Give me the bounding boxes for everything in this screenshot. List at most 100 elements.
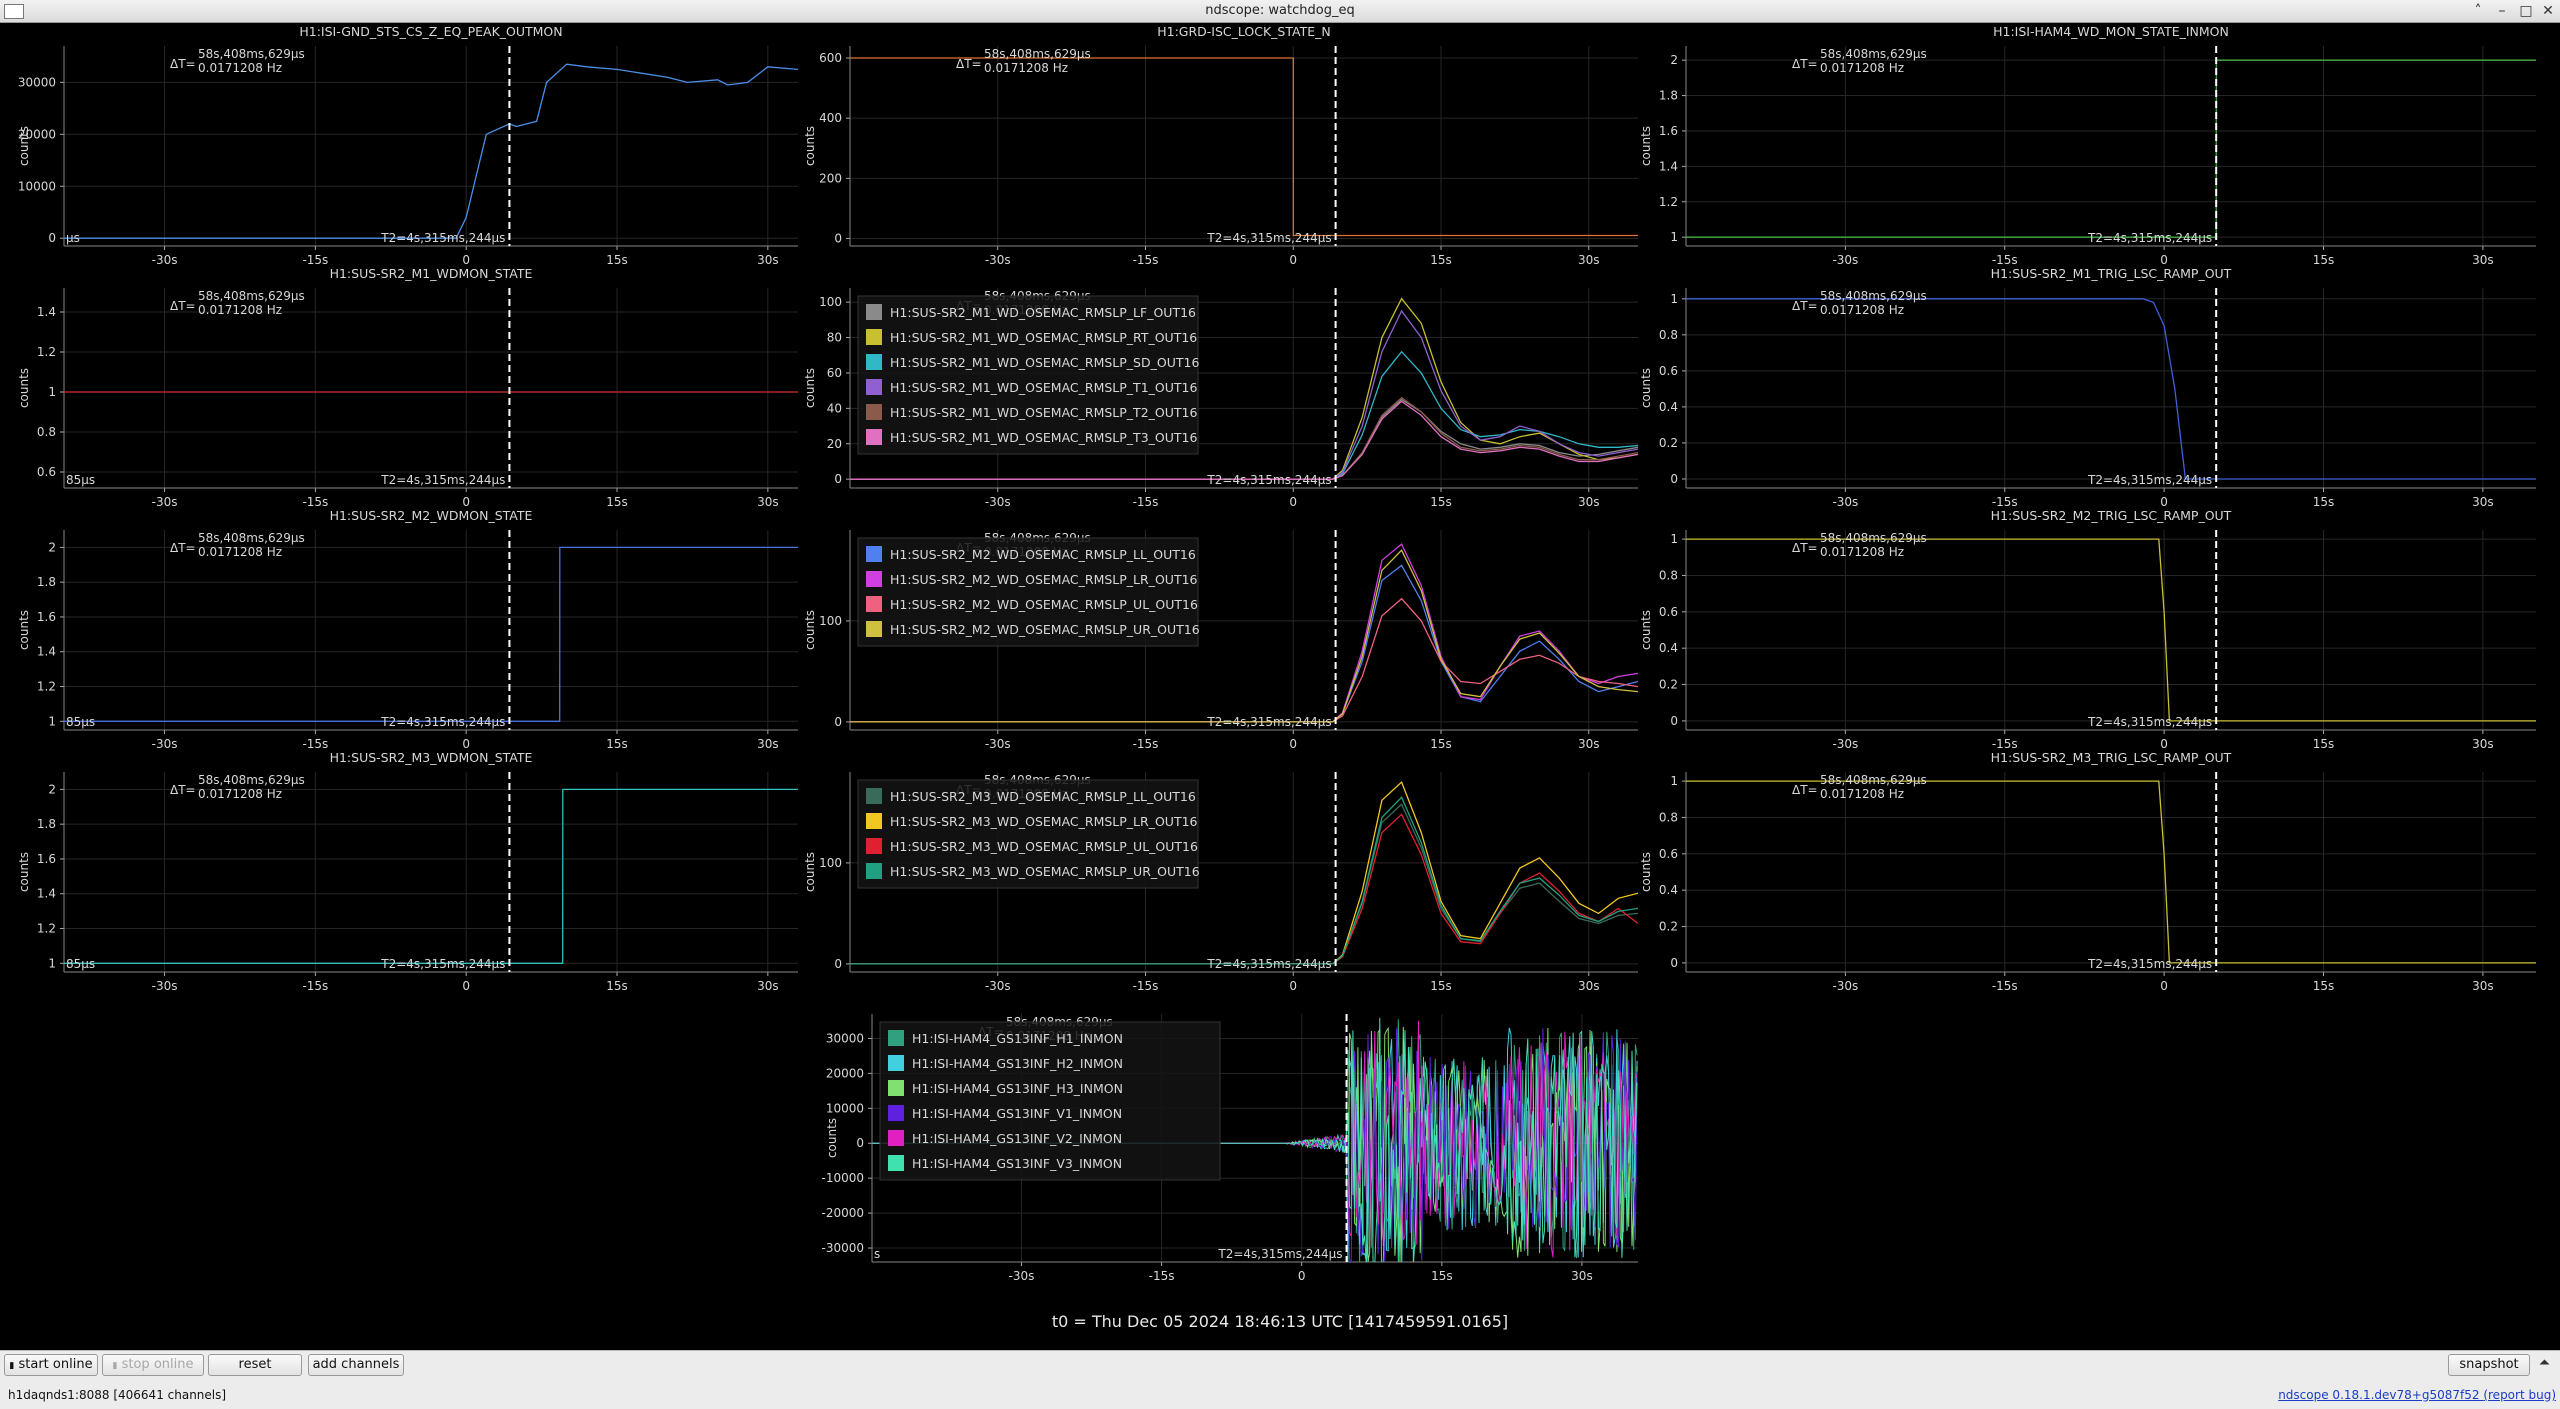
x-tick-label: -30s	[1832, 253, 1858, 267]
legend-swatch	[866, 546, 882, 562]
plot-p21[interactable]: -30s-15s015s30s0100counts58s,408ms,629μs…	[803, 530, 1638, 751]
y-tick-label: 1.2	[37, 345, 56, 359]
y-tick-label: -30000	[821, 1241, 864, 1255]
delta-t-value: 58s,408ms,629μs	[198, 47, 305, 61]
x-tick-label: 15s	[1430, 979, 1452, 993]
y-tick-label: 0.4	[1659, 641, 1678, 655]
t2-label: T2=4s,315ms,244μs	[2087, 231, 2212, 245]
t2-label: T2=4s,315ms,244μs	[2087, 715, 2212, 729]
x-tick-label: 15s	[606, 979, 628, 993]
corner-label: 85μs	[66, 473, 95, 487]
snapshot-button[interactable]: snapshot	[2448, 1354, 2530, 1376]
app-icon	[4, 4, 24, 19]
plot-grid[interactable]: H1:ISI-GND_STS_CS_Z_EQ_PEAK_OUTMON -30s -1…	[0, 22, 2560, 1322]
x-tick-label: 30s	[757, 979, 779, 993]
x-tick-label: 30s	[2472, 737, 2494, 751]
x-tick-label: 15s	[2313, 737, 2335, 751]
plot-p30[interactable]: H1:SUS-SR2_M3_WDMON_STATE -30s -15s 0 15s 30s…	[17, 750, 798, 993]
plot-p41[interactable]: -30s -15s 0 15s 30s -30000 -20000 -10000 0 10000 2…	[821, 1014, 1638, 1283]
x-tick-label: 30s	[757, 737, 779, 751]
x-tick-label: -15s	[1992, 253, 2018, 267]
expand-icon[interactable]: ⏶	[2538, 1355, 2550, 1371]
add-channels-button[interactable]: add channels	[308, 1354, 404, 1376]
x-tick-label: -30s	[1832, 979, 1858, 993]
y-axis-label: counts	[17, 368, 31, 408]
y-tick-label: -10000	[821, 1171, 864, 1185]
legend-swatch	[866, 404, 882, 420]
y-tick-label: 0	[856, 1136, 864, 1150]
plot-p31[interactable]: -30s-15s015s30s0100counts58s,408ms,629μs…	[803, 772, 1638, 993]
corner-label: s	[874, 1247, 880, 1261]
legend: H1:ISI-HAM4_GS13INF_H1_INMON H1:ISI-HAM4_…	[879, 1021, 1221, 1181]
stop-online-button: ▮ stop online	[102, 1354, 204, 1376]
plot-p22[interactable]: H1:SUS-SR2_M2_TRIG_LSC_RAMP_OUT -30s -15s 0…	[1639, 508, 2536, 751]
y-tick-label: 1.4	[37, 305, 56, 319]
reset-button[interactable]: reset	[208, 1354, 302, 1376]
x-tick-label: -15s	[1992, 737, 2018, 751]
x-tick-label: 30s	[757, 253, 779, 267]
delta-t-label: ΔT=	[170, 57, 196, 71]
legend-item: H1:SUS-SR2_M3_WD_OSEMAC_RMSLP_LR_OUT16	[890, 814, 1198, 829]
y-tick-label: 0	[834, 957, 842, 971]
series-line	[64, 788, 798, 964]
legend-swatch	[866, 379, 882, 395]
y-tick-label: 400	[819, 111, 842, 125]
collapse-icon[interactable]: ˄	[2474, 3, 2482, 19]
y-tick-label: 0	[1670, 714, 1678, 728]
series-line	[1686, 59, 2536, 238]
y-tick-label: 0.6	[37, 465, 56, 479]
x-tick-label: 30s	[1571, 1269, 1593, 1283]
y-axis-label: counts	[803, 126, 817, 166]
close-icon[interactable]: ✕	[2542, 3, 2554, 19]
y-tick-label: 1.8	[37, 575, 56, 589]
delta-t-value: 58s,408ms,629μs	[1820, 773, 1927, 787]
legend-swatch	[866, 429, 882, 445]
series-group	[850, 57, 1638, 237]
x-tick-label: -30s	[1832, 737, 1858, 751]
y-tick-label: 40	[827, 401, 842, 415]
delta-t-label: ΔT=	[956, 57, 982, 71]
version-links[interactable]: ndscope 0.18.1.dev78+g5087f52 (report bu…	[2278, 1388, 2556, 1402]
delta-t-value: 58s,408ms,629μs	[198, 289, 305, 303]
y-tick-label: 0.2	[1659, 436, 1678, 450]
legend-swatch	[866, 354, 882, 370]
minimize-icon[interactable]: –	[2498, 3, 2506, 19]
y-tick-label: 1.2	[37, 680, 56, 694]
series-group	[64, 546, 798, 722]
series-line	[850, 309, 1638, 480]
legend-swatch	[888, 1155, 904, 1171]
y-axis-label: counts	[803, 368, 817, 408]
report-bug-link[interactable]: (report bug)	[2483, 1388, 2556, 1402]
legend-item: H1:SUS-SR2_M1_WD_OSEMAC_RMSLP_T2_OUT16	[890, 405, 1197, 420]
plot-p12[interactable]: H1:SUS-SR2_M1_TRIG_LSC_RAMP_OUT -30s -15s 0…	[1639, 266, 2536, 509]
x-tick-label: 0	[462, 253, 470, 267]
plot-p32[interactable]: H1:SUS-SR2_M3_TRIG_LSC_RAMP_OUT -30s -15s 0…	[1639, 750, 2536, 993]
y-tick-label: 30000	[826, 1031, 864, 1045]
plot-p02[interactable]: H1:ISI-HAM4_WD_MON_STATE_INMON -30s -15s 0 1…	[1639, 24, 2536, 267]
y-tick-label: 1	[48, 385, 56, 399]
legend: H1:SUS-SR2_M2_WD_OSEMAC_RMSLP_LL_OUT16 H1…	[857, 537, 1200, 647]
y-tick-label: 1.2	[37, 922, 56, 936]
t2-label: T2=4s,315ms,244μs	[1217, 1247, 1342, 1261]
delta-t-label: ΔT=	[1792, 783, 1818, 797]
t0-label: t0 = Thu Dec 05 2024 18:46:13 UTC [14174…	[1051, 1312, 1509, 1331]
y-tick-label: 2	[1670, 53, 1678, 67]
t2-label: T2=4s,315ms,244μs	[1206, 473, 1331, 487]
plot-p11[interactable]: -30s-15s015s30s020406080100counts58s,408…	[803, 288, 1638, 509]
plot-title: H1:GRD-ISC_LOCK_STATE_N	[1157, 24, 1331, 39]
plot-p01[interactable]: H1:GRD-ISC_LOCK_STATE_N -30s -15s 0 15s 30s 0 2…	[803, 24, 1638, 267]
version-link[interactable]: ndscope 0.18.1.dev78+g5087f52	[2278, 1388, 2480, 1402]
maximize-icon[interactable]: □	[2519, 3, 2533, 19]
plot-p00[interactable]: H1:ISI-GND_STS_CS_Z_EQ_PEAK_OUTMON -30s -1…	[17, 24, 798, 267]
legend-item: H1:SUS-SR2_M1_WD_OSEMAC_RMSLP_T1_OUT16	[890, 380, 1197, 395]
x-tick-label: -15s	[302, 495, 328, 509]
plot-p20[interactable]: H1:SUS-SR2_M2_WDMON_STATE -30s -15s 0 15s 30s…	[17, 508, 798, 751]
x-tick-label: 0	[2160, 253, 2168, 267]
x-tick-label: 30s	[2472, 979, 2494, 993]
legend-swatch	[866, 838, 882, 854]
legend-item: H1:ISI-HAM4_GS13INF_V3_INMON	[912, 1156, 1122, 1171]
plot-p10[interactable]: H1:SUS-SR2_M1_WDMON_STATE -30s -15s 0 15s 30s…	[17, 266, 798, 509]
legend-swatch	[866, 621, 882, 637]
legend-swatch	[888, 1080, 904, 1096]
start-online-button[interactable]: ▮ start online	[4, 1354, 98, 1376]
